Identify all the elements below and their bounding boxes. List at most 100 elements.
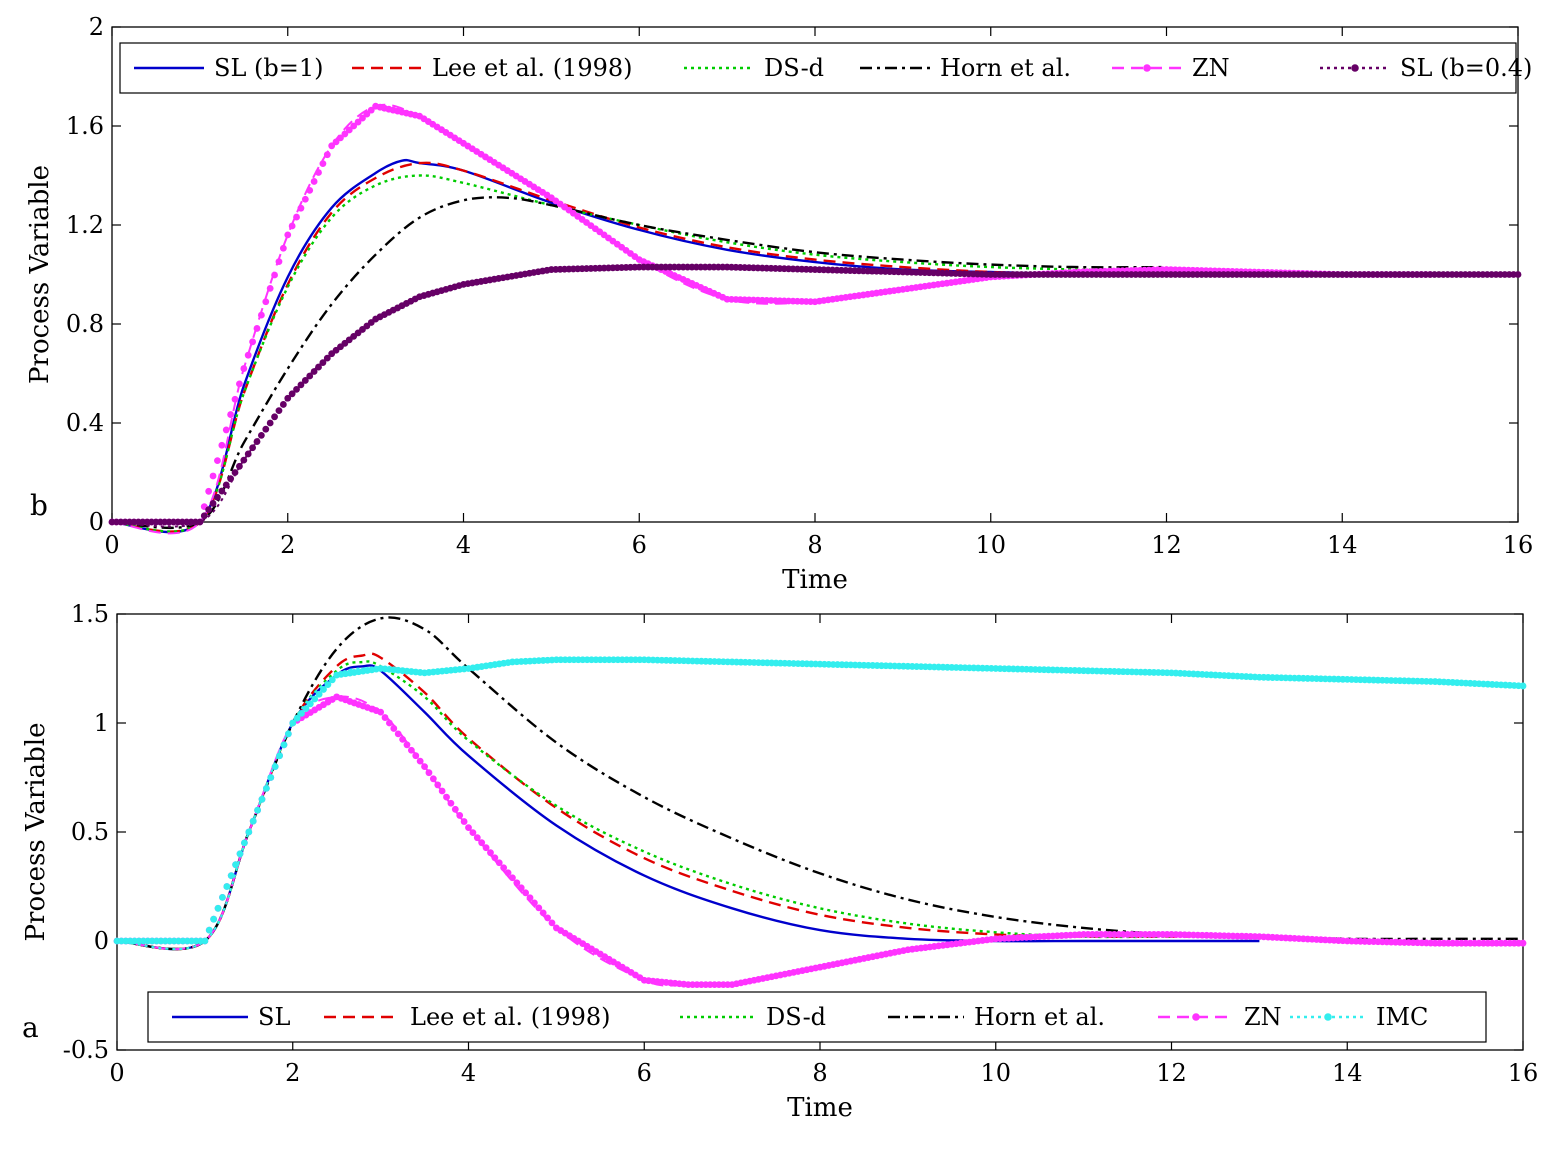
- data-point: [491, 854, 499, 862]
- data-point: [196, 518, 204, 526]
- data-point: [249, 817, 257, 825]
- data-point: [271, 271, 278, 279]
- data-point: [416, 757, 424, 765]
- data-point: [311, 695, 319, 703]
- data-point: [526, 894, 534, 902]
- data-point: [244, 450, 252, 458]
- data-point: [214, 493, 221, 501]
- data-point: [231, 469, 239, 476]
- series-markers: [108, 263, 1522, 526]
- data-point: [293, 714, 301, 722]
- data-point: [354, 118, 362, 126]
- data-point: [297, 204, 305, 212]
- data-point: [266, 419, 274, 427]
- y-tick-label: 2: [89, 13, 104, 41]
- data-point: [223, 883, 231, 890]
- data-point: [253, 438, 261, 445]
- data-point: [258, 795, 266, 803]
- x-tick-label: 8: [807, 531, 822, 559]
- data-point: [241, 839, 248, 847]
- x-axis-label: Time: [787, 1093, 853, 1123]
- data-point: [275, 407, 283, 415]
- data-point: [434, 781, 442, 789]
- data-point: [254, 806, 261, 814]
- data-point: [284, 730, 292, 738]
- data-point: [289, 719, 297, 727]
- data-point: [363, 110, 371, 118]
- data-point: [279, 244, 287, 252]
- data-point: [394, 730, 402, 738]
- data-point: [531, 899, 538, 907]
- data-point: [341, 130, 349, 138]
- data-point: [320, 686, 327, 693]
- data-point: [548, 919, 556, 927]
- data-point: [460, 818, 468, 825]
- y-tick-label: 0: [94, 927, 109, 955]
- data-point: [240, 456, 248, 464]
- data-point: [319, 160, 327, 168]
- data-point: [279, 401, 287, 408]
- data-point: [214, 457, 221, 465]
- x-tick-label: 16: [1503, 531, 1534, 559]
- legend-entry: Lee et al. (1998): [432, 54, 633, 82]
- data-point: [381, 714, 389, 721]
- data-point: [205, 506, 213, 514]
- x-tick-label: 12: [1151, 531, 1182, 559]
- data-point: [249, 338, 256, 346]
- x-tick-label: 14: [1332, 1059, 1363, 1087]
- y-tick-label: 1.2: [66, 211, 104, 239]
- legend-marker: [1351, 64, 1359, 72]
- legend-entry: SL: [258, 1003, 290, 1031]
- y-axis-label: Process Variable: [21, 723, 51, 942]
- data-point: [257, 311, 265, 319]
- legend-entry: Horn et al.: [940, 54, 1071, 82]
- data-point: [328, 676, 336, 684]
- data-point: [319, 359, 327, 367]
- data-point: [288, 390, 296, 398]
- y-tick-label: 0.8: [66, 310, 104, 338]
- data-point: [315, 363, 322, 371]
- data-point: [297, 381, 305, 389]
- data-point: [544, 914, 551, 922]
- legend-entry: SL (b=1): [214, 54, 323, 82]
- data-point: [301, 377, 309, 384]
- plot-area: [108, 102, 1522, 535]
- data-point: [412, 752, 420, 760]
- data-point: [302, 705, 310, 713]
- series-line: [111, 103, 1431, 535]
- legend-entry: DS-d: [766, 1003, 826, 1031]
- data-point: [451, 805, 459, 813]
- legend-entry: Horn et al.: [974, 1003, 1105, 1031]
- series-line: [116, 664, 1260, 951]
- x-tick-label: 14: [1327, 531, 1358, 559]
- data-point: [219, 894, 226, 901]
- data-point: [262, 298, 270, 306]
- legend-entry: ZN: [1244, 1003, 1282, 1031]
- data-point: [253, 325, 261, 332]
- x-tick-label: 10: [975, 531, 1006, 559]
- data-point: [200, 512, 208, 520]
- y-tick-label: 0: [89, 508, 104, 536]
- x-tick-label: 2: [285, 1059, 300, 1087]
- data-point: [257, 431, 265, 439]
- data-point: [539, 909, 547, 917]
- data-point: [205, 487, 213, 495]
- data-point: [293, 385, 300, 393]
- data-point: [266, 284, 274, 292]
- series-markers: [108, 102, 1434, 526]
- legend-entry: IMC: [1376, 1003, 1428, 1031]
- legend-marker: [1324, 1013, 1332, 1021]
- data-point: [421, 763, 428, 770]
- data-point: [407, 746, 415, 754]
- data-point: [504, 869, 512, 877]
- data-point: [429, 775, 437, 783]
- series-markers: [113, 656, 1527, 945]
- data-point: [473, 834, 481, 842]
- data-point: [315, 690, 323, 698]
- data-point: [495, 859, 503, 867]
- data-point: [478, 839, 486, 847]
- data-point: [218, 441, 226, 449]
- data-point: [276, 752, 283, 760]
- data-point: [209, 500, 217, 507]
